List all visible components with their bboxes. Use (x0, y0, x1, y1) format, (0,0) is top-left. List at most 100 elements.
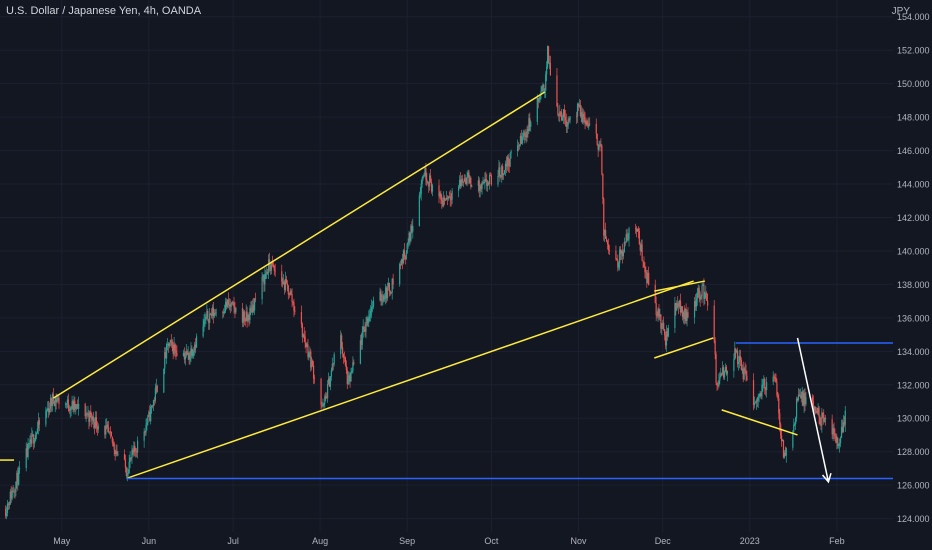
price-tick-label[interactable]: 140.000 (897, 246, 930, 256)
time-tick-label[interactable]: Oct (484, 536, 499, 546)
candle (620, 249, 623, 260)
candle (306, 341, 308, 348)
candle-body (803, 393, 805, 406)
candle-body (186, 351, 188, 355)
candle-body (777, 395, 779, 399)
price-tick-label[interactable]: 126.000 (897, 481, 930, 491)
candle-body (78, 403, 80, 409)
price-tick-label[interactable]: 124.000 (897, 514, 930, 524)
candle-body (361, 332, 363, 345)
candle-body (589, 123, 591, 125)
candle-body (441, 199, 443, 204)
arrow-head (821, 472, 832, 484)
candle (563, 104, 566, 125)
price-tick-label[interactable]: 146.000 (897, 146, 930, 156)
candle (559, 104, 561, 123)
candle-series[interactable] (5, 45, 846, 520)
price-tick-label[interactable]: 130.000 (897, 414, 930, 424)
candle (659, 308, 661, 321)
candle-body (383, 295, 385, 300)
candle-body (48, 408, 50, 413)
candle (785, 447, 787, 463)
time-tick-label[interactable]: Feb (829, 536, 845, 546)
candle-body (798, 394, 800, 396)
time-tick-label[interactable]: Jul (227, 536, 239, 546)
candle-body (106, 424, 108, 427)
time-tick-label[interactable]: Dec (655, 536, 672, 546)
candle-body (502, 166, 504, 176)
price-tick-label[interactable]: 134.000 (897, 347, 930, 357)
candle-body (173, 344, 175, 354)
candle-body (657, 308, 659, 316)
candle (173, 337, 175, 357)
candle-body (153, 400, 156, 401)
candle (477, 176, 479, 193)
price-tick-label[interactable]: 144.000 (897, 180, 930, 190)
candle-body (388, 282, 391, 292)
candle-body (578, 104, 581, 107)
price-tick-label[interactable]: 142.000 (897, 213, 930, 223)
candle-body (737, 361, 740, 364)
candle-body (342, 353, 345, 358)
candle (526, 126, 528, 142)
candle-body (584, 116, 586, 125)
candle-body (191, 348, 193, 356)
candle-body (616, 259, 618, 261)
candle (321, 401, 323, 409)
drawings-layer[interactable] (0, 91, 893, 484)
candle (364, 321, 366, 337)
candle (388, 282, 391, 297)
candle (616, 258, 618, 261)
price-tick-label[interactable]: 150.000 (897, 79, 930, 89)
candle (698, 285, 700, 303)
candle-body (113, 443, 115, 450)
candle (486, 173, 488, 192)
candle-body (744, 368, 746, 371)
candle-body (110, 431, 112, 437)
candle-body (51, 394, 54, 406)
candle-body (74, 400, 76, 409)
candle-body (169, 339, 171, 343)
price-tick-label[interactable]: 128.000 (897, 447, 930, 457)
candle-body (190, 348, 192, 355)
candle-body (639, 244, 641, 251)
candle (715, 351, 717, 386)
candle-body (681, 306, 683, 317)
time-tick-label[interactable]: May (53, 536, 71, 546)
candle-body (518, 144, 521, 147)
price-tick-label[interactable]: 138.000 (897, 280, 930, 290)
time-axis[interactable]: May Jun Jul Aug Sep Oct Nov Dec 2023 Feb (53, 536, 844, 546)
price-axis[interactable]: 124.000 126.000 128.000 130.000 132.000 134.0… (897, 12, 930, 524)
candle (156, 384, 158, 393)
candle-body (33, 434, 35, 444)
candle-body (824, 418, 826, 423)
candle-body (7, 503, 10, 505)
candle-body (568, 119, 570, 121)
candle (148, 410, 150, 418)
candle (801, 386, 803, 406)
candle-body (545, 74, 547, 91)
candle-body (14, 491, 16, 493)
time-tick-label[interactable]: Nov (570, 536, 587, 546)
candle (152, 399, 155, 412)
candle-body (445, 197, 448, 201)
candle-body (409, 232, 411, 241)
price-tick-label[interactable]: 148.000 (897, 113, 930, 123)
time-tick-label[interactable]: Aug (312, 536, 328, 546)
time-tick-label[interactable]: Sep (399, 536, 415, 546)
candle (662, 319, 664, 330)
candle (795, 416, 797, 431)
price-tick-label[interactable]: 154.000 (897, 12, 930, 22)
candle (243, 309, 245, 326)
candle (117, 450, 119, 457)
candle-body (547, 46, 550, 64)
price-tick-label[interactable]: 136.000 (897, 313, 930, 323)
price-tick-label[interactable]: 152.000 (897, 46, 930, 56)
time-tick-label[interactable]: 2023 (740, 536, 760, 546)
price-tick-label[interactable]: 132.000 (897, 380, 930, 390)
candle (75, 404, 77, 415)
time-tick-label[interactable]: Jun (142, 536, 157, 546)
candle-body (588, 123, 590, 127)
candle-body (148, 411, 150, 416)
